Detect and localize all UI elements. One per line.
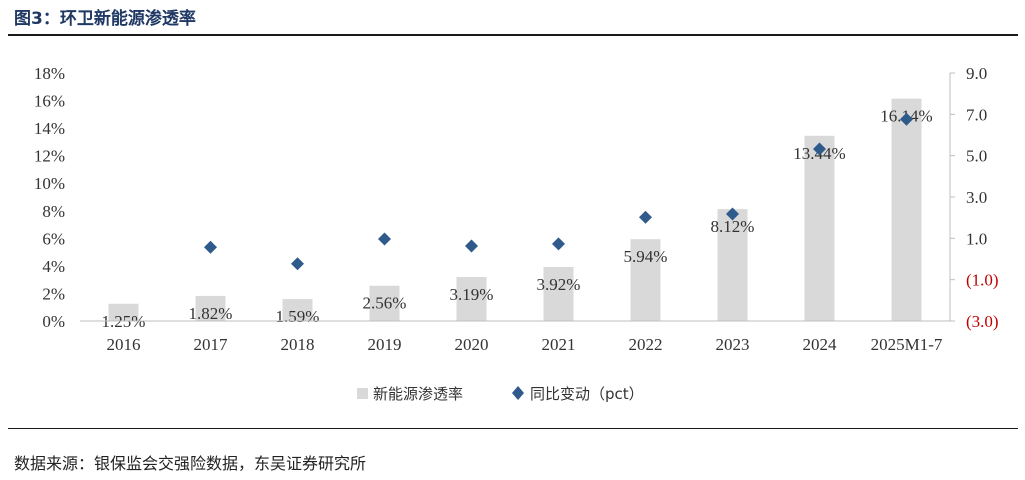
bar-2020 bbox=[456, 277, 487, 321]
marker-2021 bbox=[552, 237, 565, 251]
y-left-tick: 16% bbox=[34, 92, 65, 111]
legend-marker-label: 同比变动（pct） bbox=[530, 385, 644, 403]
y-left-tick: 18% bbox=[34, 64, 65, 83]
bottom-divider bbox=[8, 428, 1018, 429]
bar-2025M1-7 bbox=[891, 98, 922, 321]
bar-2022 bbox=[630, 239, 661, 321]
top-divider bbox=[8, 34, 1018, 36]
y-right-tick: 3.0 bbox=[966, 188, 987, 207]
x-tick-2019: 2019 bbox=[368, 335, 402, 354]
bar-2023 bbox=[717, 209, 748, 321]
marker-2023 bbox=[726, 207, 739, 221]
marker-2018 bbox=[291, 257, 304, 271]
y-left-tick: 4% bbox=[42, 257, 65, 276]
bar-2017 bbox=[195, 295, 226, 321]
y-right-tick: 7.0 bbox=[966, 105, 987, 124]
marker-2017 bbox=[204, 240, 217, 254]
source-note: 数据来源：银保监会交强险数据，东吴证券研究所 bbox=[14, 454, 367, 473]
bar-label-2017: 1.82% bbox=[189, 304, 233, 323]
y-left-tick: 10% bbox=[34, 174, 65, 193]
legend-marker-swatch bbox=[512, 386, 524, 400]
marker-2022 bbox=[639, 210, 652, 224]
x-tick-2020: 2020 bbox=[455, 335, 489, 354]
y-right-tick: 1.0 bbox=[966, 229, 987, 248]
bar-label-2018: 1.59% bbox=[276, 307, 320, 326]
legend-bar-label: 新能源渗透率 bbox=[373, 385, 463, 403]
y-right-tick: 5.0 bbox=[966, 147, 987, 166]
x-tick-2022: 2022 bbox=[629, 335, 663, 354]
y-left-tick: 2% bbox=[42, 284, 65, 303]
x-tick-2017: 2017 bbox=[194, 335, 229, 354]
bar-label-2020: 3.19% bbox=[450, 285, 494, 304]
x-tick-2023: 2023 bbox=[716, 335, 750, 354]
marker-2024 bbox=[813, 142, 826, 156]
y-left-tick: 14% bbox=[34, 119, 65, 138]
x-tick-2025M1-7: 2025M1-7 bbox=[871, 335, 943, 354]
x-tick-2021: 2021 bbox=[542, 335, 576, 354]
bar-2019 bbox=[369, 285, 400, 321]
y-right-tick: (3.0) bbox=[966, 312, 999, 331]
legend-bar-swatch bbox=[357, 388, 368, 399]
penetration-chart: 1.25% 1.82% 1.59%2.56% 3.19%3.92%5.94%8.12%… bbox=[34, 64, 999, 403]
bar-2016 bbox=[108, 303, 139, 321]
marker-2020 bbox=[465, 239, 478, 253]
y-left-tick: 12% bbox=[34, 147, 65, 166]
y-left-tick: 6% bbox=[42, 229, 65, 248]
figure-title: 图3：环卫新能源渗透率 bbox=[14, 9, 196, 29]
bar-2018 bbox=[282, 299, 313, 321]
bar-label-2021: 3.92% bbox=[537, 275, 581, 294]
bar-label-2023: 8.12% bbox=[711, 217, 755, 236]
x-tick-2016: 2016 bbox=[107, 335, 141, 354]
bar-label-2022: 5.94% bbox=[624, 247, 668, 266]
y-right-tick: 9.0 bbox=[966, 64, 987, 83]
y-left-tick: 8% bbox=[42, 202, 65, 221]
marker-2025M1-7 bbox=[900, 112, 913, 126]
bar-2021 bbox=[543, 266, 574, 321]
bar-2024 bbox=[804, 135, 835, 321]
x-tick-2018: 2018 bbox=[281, 335, 315, 354]
bar-label-2019: 2.56% bbox=[363, 294, 407, 313]
chart-legend: 新能源渗透率 同比变动（pct） bbox=[357, 385, 644, 403]
y-left-tick: 0% bbox=[42, 312, 65, 331]
marker-2019 bbox=[378, 232, 391, 246]
y-right-tick: (1.0) bbox=[966, 271, 999, 290]
x-tick-2024: 2024 bbox=[803, 335, 838, 354]
